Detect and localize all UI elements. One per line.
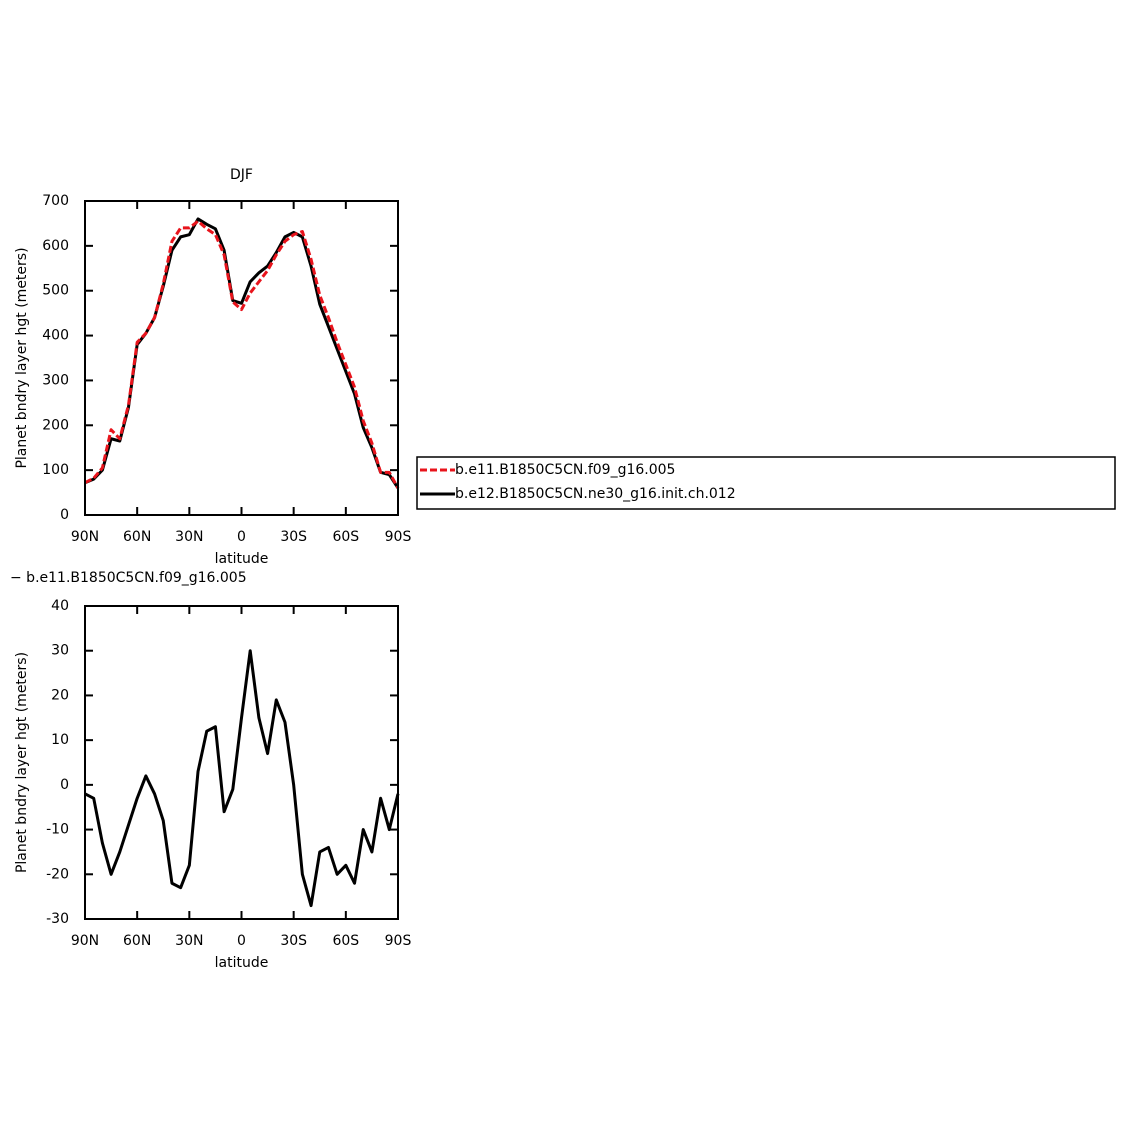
y-tick-label: 40	[51, 598, 69, 614]
plot-frame	[84, 200, 399, 516]
x-tick-label: 60N	[123, 529, 151, 545]
y-tick-label: 500	[42, 283, 69, 299]
data-line	[84, 219, 400, 489]
chart-title: DJF	[230, 167, 253, 183]
x-tick-label: 30S	[280, 529, 307, 545]
x-axis-label: latitude	[215, 955, 269, 971]
x-tick-label: 90S	[385, 933, 412, 949]
x-tick-label: 0	[237, 933, 246, 949]
y-tick-label: 0	[60, 777, 69, 793]
y-axis-label: Planet bndry layer hgt (meters)	[14, 247, 30, 468]
x-tick-label: 90S	[385, 529, 412, 545]
x-tick-label: 0	[237, 529, 246, 545]
legend-label: b.e12.B1850C5CN.ne30_g16.init.ch.012	[455, 486, 736, 502]
y-tick-label: 400	[42, 328, 69, 344]
legend-box	[416, 456, 1116, 510]
y-tick-label: -10	[46, 822, 69, 838]
y-axis-label: Planet bndry layer hgt (meters)	[14, 652, 30, 873]
y-tick-label: 300	[42, 372, 69, 388]
x-tick-label: 90N	[71, 933, 99, 949]
plot-frame	[84, 605, 399, 920]
y-tick-label: -30	[46, 911, 69, 927]
y-tick-label: 20	[51, 687, 69, 703]
x-tick-label: 60S	[332, 933, 359, 949]
x-axis-label: latitude	[215, 551, 269, 567]
y-tick-label: 10	[51, 732, 69, 748]
chart-title: − b.e11.B1850C5CN.f09_g16.005	[10, 570, 247, 586]
x-tick-label: 30N	[175, 933, 203, 949]
data-line	[84, 649, 400, 908]
y-tick-label: 30	[51, 643, 69, 659]
y-tick-label: 600	[42, 238, 69, 254]
x-tick-label: 30N	[175, 529, 203, 545]
x-tick-label: 30S	[280, 933, 307, 949]
x-tick-label: 90N	[71, 529, 99, 545]
data-line	[84, 217, 400, 489]
legend-label: b.e11.B1850C5CN.f09_g16.005	[455, 462, 675, 478]
y-tick-label: -20	[46, 866, 69, 882]
y-tick-label: 200	[42, 417, 69, 433]
y-tick-label: 100	[42, 462, 69, 478]
y-tick-label: 0	[60, 507, 69, 523]
y-tick-label: 700	[42, 193, 69, 209]
x-tick-label: 60S	[332, 529, 359, 545]
x-tick-label: 60N	[123, 933, 151, 949]
